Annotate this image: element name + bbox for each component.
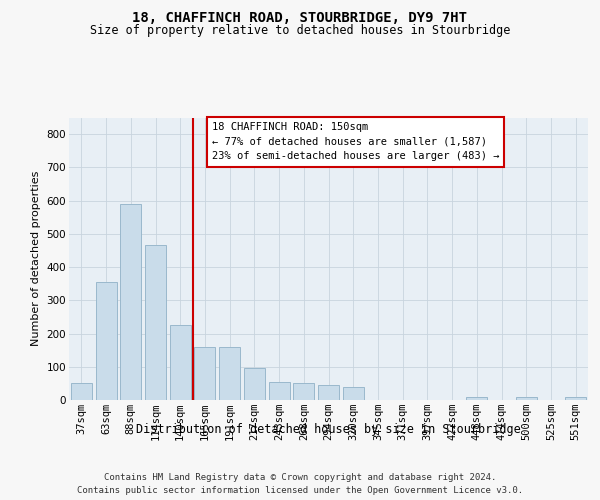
Bar [565, 398, 586, 400]
Bar [466, 398, 487, 400]
Text: Distribution of detached houses by size in Stourbridge: Distribution of detached houses by size … [136, 422, 521, 436]
Bar [71, 382, 92, 400]
Bar [244, 368, 265, 400]
Text: Contains public sector information licensed under the Open Government Licence v3: Contains public sector information licen… [77, 486, 523, 495]
Bar [269, 382, 290, 400]
Bar [516, 396, 537, 400]
Text: Size of property relative to detached houses in Stourbridge: Size of property relative to detached ho… [90, 24, 510, 37]
Bar [120, 204, 141, 400]
Y-axis label: Number of detached properties: Number of detached properties [31, 171, 41, 346]
Bar [145, 246, 166, 400]
Bar [318, 385, 339, 400]
Text: 18, CHAFFINCH ROAD, STOURBRIDGE, DY9 7HT: 18, CHAFFINCH ROAD, STOURBRIDGE, DY9 7HT [133, 11, 467, 25]
Text: 18 CHAFFINCH ROAD: 150sqm
← 77% of detached houses are smaller (1,587)
23% of se: 18 CHAFFINCH ROAD: 150sqm ← 77% of detac… [212, 122, 499, 162]
Bar [194, 348, 215, 400]
Bar [219, 348, 240, 400]
Bar [343, 386, 364, 400]
Bar [293, 384, 314, 400]
Text: Contains HM Land Registry data © Crown copyright and database right 2024.: Contains HM Land Registry data © Crown c… [104, 472, 496, 482]
Bar [95, 282, 116, 400]
Bar [170, 325, 191, 400]
